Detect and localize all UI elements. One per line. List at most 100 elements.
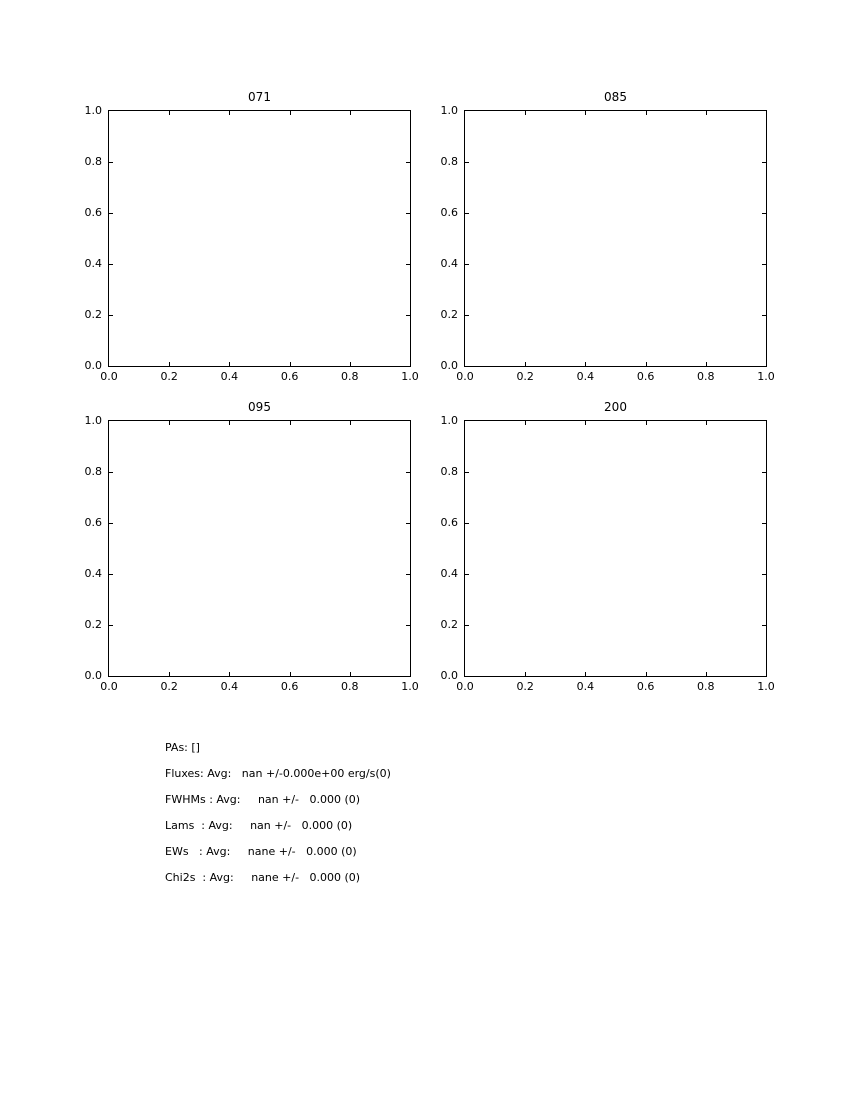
subplot-200-ytick-3: 0.6 xyxy=(440,516,459,529)
subplot-085-xtickmark xyxy=(645,362,647,366)
subplot-200-ytickmark xyxy=(465,574,469,575)
subplot-200-ytick-2: 0.4 xyxy=(440,567,459,580)
subplot-200[interactable]: 200 0.0 0.2 0.4 0.6 0.8 1.0 0.0 0.2 0.4 … xyxy=(441,400,775,693)
subplot-085-ytickmark xyxy=(465,213,469,214)
subplot-085-xtick-3: 0.6 xyxy=(636,370,655,383)
subplot-085-xtickmark xyxy=(645,111,647,115)
subplot-071-xtick-0: 0.0 xyxy=(100,370,118,383)
summary-line-ews: EWs : Avg: nane +/- 0.000 (0) xyxy=(165,845,357,858)
subplot-071-xtickmark xyxy=(349,362,351,366)
subplot-085-xtickmark xyxy=(705,362,707,366)
subplot-071-xtickmark xyxy=(289,362,291,366)
subplot-085-xtick-1: 0.2 xyxy=(516,370,534,383)
subplot-200-xtickmark xyxy=(585,421,587,425)
subplot-200-xtickmark xyxy=(585,672,587,676)
subplot-085-xtickmark xyxy=(585,111,587,115)
subplot-200-ytickmark xyxy=(762,472,766,473)
subplot-095-title: 095 xyxy=(248,400,271,414)
subplot-085-xtick-2: 0.4 xyxy=(576,370,595,383)
subplot-085-ytickmark xyxy=(762,315,766,316)
subplot-085-xtick-4: 0.8 xyxy=(697,370,715,383)
subplot-095-ytickmark xyxy=(406,574,410,575)
subplot-200-ytick-5: 1.0 xyxy=(440,414,459,427)
subplot-085-ytickmark xyxy=(465,315,469,316)
subplot-200-xtick-0: 0.0 xyxy=(456,680,474,693)
subplot-085-xtickmark xyxy=(525,111,527,115)
subplot-200-xtickmark xyxy=(645,672,647,676)
subplot-071-ytickmark xyxy=(109,162,113,163)
subplot-200-ytickmark xyxy=(762,625,766,626)
subplot-200-xtickmark xyxy=(705,672,707,676)
subplot-095-ytick-3: 0.6 xyxy=(84,516,103,529)
subplot-085-ytickmark xyxy=(762,162,766,163)
subplot-200-xtick-3: 0.6 xyxy=(636,680,655,693)
subplot-200-xtickmark xyxy=(525,421,527,425)
subplot-071-xtickmark xyxy=(349,111,351,115)
subplot-200-xtickmark xyxy=(645,421,647,425)
subplot-095-ytickmark xyxy=(406,523,410,524)
subplot-071-ytick-5: 1.0 xyxy=(84,104,103,117)
subplot-071[interactable]: 071 0.0 0.2 0.4 0.6 0.8 1.0 0.0 0.2 0.4 … xyxy=(85,90,419,383)
subplot-200-ytickmark xyxy=(465,472,469,473)
summary-line-fwhms: FWHMs : Avg: nan +/- 0.000 (0) xyxy=(165,793,361,806)
subplot-085-xtick-0: 0.0 xyxy=(456,370,474,383)
subplot-085-ytick-1: 0.2 xyxy=(440,308,459,321)
subplot-085[interactable]: 085 0.0 0.2 0.4 0.6 0.8 1.0 0.0 0.2 0.4 … xyxy=(441,90,775,383)
subplot-200-xtickmark xyxy=(525,672,527,676)
subplot-071-ytickmark xyxy=(109,264,113,265)
summary-line-lams: Lams : Avg: nan +/- 0.000 (0) xyxy=(165,819,353,832)
subplot-071-xtickmark xyxy=(289,111,291,115)
subplot-095-xtickmark xyxy=(229,421,231,425)
subplot-095-ytickmark xyxy=(406,472,410,473)
subplot-085-title: 085 xyxy=(604,90,627,104)
subplot-200-xtick-2: 0.4 xyxy=(576,680,595,693)
subplot-095[interactable]: 095 0.0 0.2 0.4 0.6 0.8 1.0 0.0 0.2 0.4 … xyxy=(85,400,419,693)
subplot-071-xtick-1: 0.2 xyxy=(160,370,178,383)
subplot-071-ytickmark xyxy=(406,162,410,163)
subplot-071-xtickmark xyxy=(229,111,231,115)
subplot-095-xtickmark xyxy=(169,421,171,425)
subplot-071-ytick-2: 0.4 xyxy=(84,257,103,270)
subplot-085-ytickmark xyxy=(762,264,766,265)
subplot-085-ytick-0: 0.0 xyxy=(440,359,459,372)
subplot-095-xtick-4: 0.8 xyxy=(341,680,359,693)
subplot-071-xtick-3: 0.6 xyxy=(280,370,299,383)
subplot-095-xtick-1: 0.2 xyxy=(160,680,178,693)
subplot-200-ytick-1: 0.2 xyxy=(440,618,459,631)
subplot-085-ytick-3: 0.6 xyxy=(440,206,459,219)
subplot-095-ytickmark xyxy=(109,625,113,626)
summary-line-pas: PAs: [] xyxy=(165,741,200,754)
subplot-200-ytickmark xyxy=(465,523,469,524)
subplot-095-ytickmark xyxy=(109,523,113,524)
subplot-095-ytickmark xyxy=(109,574,113,575)
subplot-095-ytick-4: 0.8 xyxy=(84,465,103,478)
subplot-200-ytickmark xyxy=(762,523,766,524)
subplot-095-xtick-2: 0.4 xyxy=(220,680,239,693)
subplot-071-ytickmark xyxy=(109,213,113,214)
subplot-085-xtickmark xyxy=(525,362,527,366)
subplot-071-ytickmark xyxy=(406,213,410,214)
summary-line-fluxes: Fluxes: Avg: nan +/-0.000e+00 erg/s(0) xyxy=(165,767,391,780)
subplot-071-ytick-0: 0.0 xyxy=(84,359,103,372)
subplot-200-ytick-0: 0.0 xyxy=(440,669,459,682)
subplot-200-ytick-4: 0.8 xyxy=(440,465,459,478)
subplot-071-xtickmark xyxy=(169,111,171,115)
subplot-085-xtick-5: 1.0 xyxy=(757,370,775,383)
subplot-200-title: 200 xyxy=(604,400,627,414)
subplot-095-xtick-0: 0.0 xyxy=(100,680,118,693)
subplot-095-ytick-0: 0.0 xyxy=(84,669,103,682)
subplot-200-ytickmark xyxy=(762,574,766,575)
subplot-071-ytickmark xyxy=(109,315,113,316)
subplot-200-ytickmark xyxy=(465,625,469,626)
subplot-085-ytick-4: 0.8 xyxy=(440,155,459,168)
subplot-095-ytick-2: 0.4 xyxy=(84,567,103,580)
subplot-071-ytick-1: 0.2 xyxy=(84,308,103,321)
subplot-095-xtickmark xyxy=(289,672,291,676)
subplot-071-ytickmark xyxy=(406,264,410,265)
subplot-085-xtickmark xyxy=(585,362,587,366)
subplot-200-xtick-1: 0.2 xyxy=(516,680,534,693)
subplot-200-xtick-4: 0.8 xyxy=(697,680,715,693)
subplot-095-xtick-5: 1.0 xyxy=(401,680,419,693)
subplot-085-ytick-5: 1.0 xyxy=(440,104,459,117)
